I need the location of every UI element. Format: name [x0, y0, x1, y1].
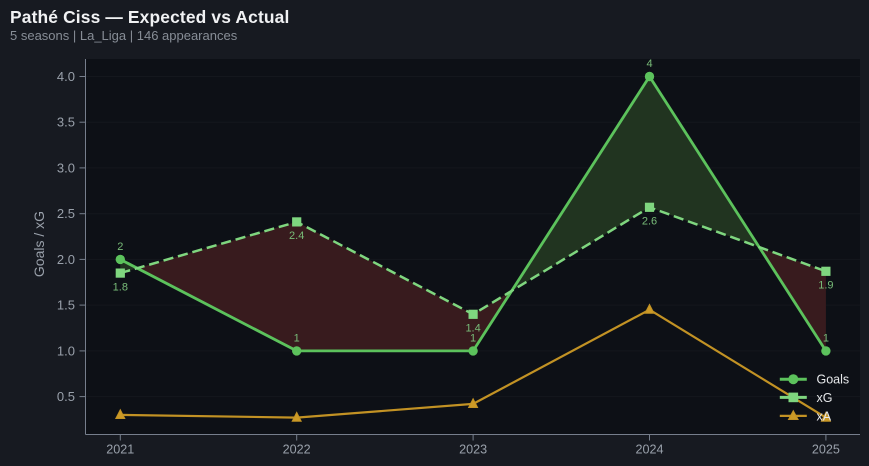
svg-text:1.8: 1.8 [113, 281, 128, 293]
svg-text:1: 1 [823, 332, 829, 344]
svg-text:2.6: 2.6 [642, 216, 657, 228]
svg-text:2022: 2022 [283, 443, 311, 457]
svg-text:5 seasons | La_Liga | 146 appe: 5 seasons | La_Liga | 146 appearances [10, 28, 238, 43]
svg-text:2024: 2024 [635, 443, 663, 457]
svg-text:2021: 2021 [106, 443, 134, 457]
svg-text:2.5: 2.5 [57, 206, 75, 221]
svg-text:xA: xA [817, 409, 832, 423]
svg-text:4.0: 4.0 [57, 69, 75, 84]
svg-text:2023: 2023 [459, 443, 487, 457]
svg-text:xG: xG [817, 391, 833, 405]
svg-text:1.4: 1.4 [465, 323, 480, 335]
svg-text:1: 1 [470, 332, 476, 344]
svg-text:2: 2 [117, 241, 123, 253]
svg-text:0.5: 0.5 [57, 389, 75, 404]
svg-text:Goals / xG: Goals / xG [31, 211, 47, 277]
svg-text:1.0: 1.0 [57, 343, 75, 358]
svg-text:2.4: 2.4 [289, 230, 304, 242]
svg-text:4: 4 [646, 58, 652, 70]
svg-text:Goals: Goals [817, 373, 850, 387]
svg-text:3.5: 3.5 [57, 115, 75, 130]
svg-text:1.9: 1.9 [818, 280, 833, 292]
svg-text:2.0: 2.0 [57, 252, 75, 267]
svg-text:2025: 2025 [812, 443, 840, 457]
svg-text:3.0: 3.0 [57, 160, 75, 175]
svg-text:Pathé Ciss — Expected vs Actua: Pathé Ciss — Expected vs Actual [10, 7, 289, 27]
svg-text:1: 1 [294, 332, 300, 344]
svg-text:1.5: 1.5 [57, 298, 75, 313]
